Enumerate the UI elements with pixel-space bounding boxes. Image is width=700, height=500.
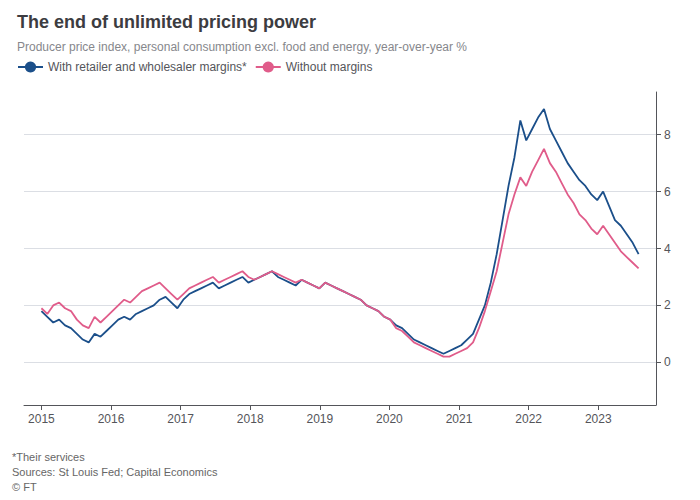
svg-text:2023: 2023	[585, 412, 612, 426]
svg-text:2022: 2022	[515, 412, 542, 426]
svg-text:2: 2	[664, 298, 671, 312]
svg-text:Without margins: Without margins	[286, 60, 373, 74]
svg-text:2021: 2021	[446, 412, 473, 426]
svg-text:4: 4	[664, 242, 671, 256]
svg-text:2015: 2015	[28, 412, 55, 426]
svg-text:2016: 2016	[98, 412, 125, 426]
svg-text:0: 0	[664, 355, 671, 369]
svg-text:© FT: © FT	[12, 481, 37, 493]
svg-text:6: 6	[664, 185, 671, 199]
svg-text:The end of unlimited pricing p: The end of unlimited pricing power	[17, 12, 316, 32]
svg-text:8: 8	[664, 128, 671, 142]
svg-text:With retailer and wholesaler m: With retailer and wholesaler margins*	[48, 60, 247, 74]
svg-text:*Their services: *Their services	[12, 451, 85, 463]
svg-text:Sources: St Louis Fed; Capital: Sources: St Louis Fed; Capital Economics	[12, 466, 218, 478]
svg-text:2019: 2019	[306, 412, 333, 426]
svg-text:2018: 2018	[237, 412, 264, 426]
svg-text:2020: 2020	[376, 412, 403, 426]
svg-text:2017: 2017	[167, 412, 194, 426]
svg-text:Producer price index, personal: Producer price index, personal consumpti…	[17, 40, 467, 54]
